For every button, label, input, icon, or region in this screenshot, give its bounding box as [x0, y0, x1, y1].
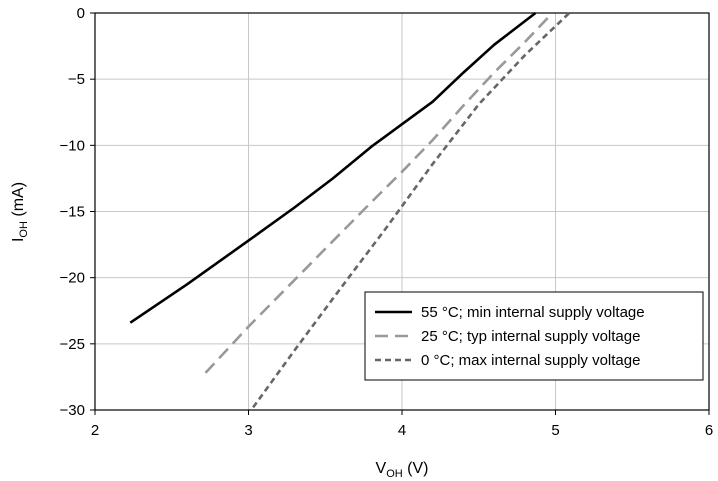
legend-box	[364, 291, 704, 381]
y-tick-label: 0	[77, 5, 85, 22]
legend-label-2: 25 °C; typ internal supply voltage	[421, 328, 640, 345]
legend-label-3: 0 °C; max internal supply voltage	[421, 352, 640, 369]
x-tick-label: 4	[398, 422, 406, 439]
series-line-2	[204, 12, 554, 374]
legend-label-1: 55 °C; min internal supply voltage	[421, 304, 645, 321]
legend-items: 55 °C; min internal supply voltage 25 °C;…	[375, 304, 645, 369]
x-tick-label: 6	[705, 422, 713, 439]
y-tick-label: −5	[68, 71, 85, 88]
y-axis-title: IOH (mA)	[10, 182, 30, 242]
tick-labels: 2 3 4 5 6 0 −5 −10 −15 −20 −25 −30	[60, 5, 714, 439]
y-tick-label: −30	[60, 402, 85, 419]
y-tick-label: −15	[60, 204, 85, 221]
x-tick-label: 2	[91, 422, 99, 439]
legend: 55 °C; min internal supply voltage 25 °C;…	[364, 291, 704, 381]
x-tick-label: 3	[244, 422, 252, 439]
x-axis-title: VOH (V)	[376, 460, 429, 480]
y-tick-label: −20	[60, 270, 85, 287]
series-line-1	[129, 11, 537, 324]
series-layer	[129, 11, 571, 409]
x-tick-label: 5	[551, 422, 559, 439]
y-tick-label: −10	[60, 137, 85, 154]
series-line-3	[252, 12, 571, 409]
y-tick-label: −25	[60, 336, 85, 353]
